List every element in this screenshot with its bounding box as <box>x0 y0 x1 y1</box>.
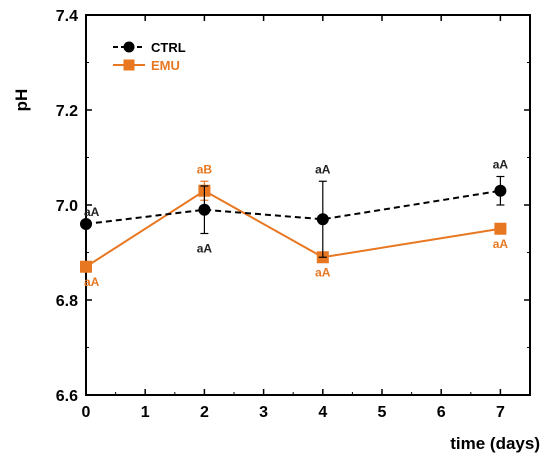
x-tick-label: 3 <box>259 404 268 421</box>
significance-label: aA <box>84 205 100 219</box>
y-tick-label: 7.0 <box>56 198 78 215</box>
data-point <box>80 218 92 230</box>
data-point <box>80 260 92 273</box>
x-tick-label: 1 <box>141 404 150 421</box>
significance-label: aA <box>493 158 509 172</box>
significance-label: aB <box>197 162 213 176</box>
x-tick-label: 7 <box>496 404 505 421</box>
series-layer: aA aB aA aA aA aA aA aA <box>80 158 508 289</box>
significance-label: aA <box>315 162 331 176</box>
axes: 0 1 2 3 4 5 6 7 6.6 6.8 7.0 7.2 7.4 <box>56 8 531 421</box>
x-tick-label: 6 <box>437 404 446 421</box>
significance-label: aA <box>493 237 509 251</box>
data-point <box>494 184 507 197</box>
y-axis-title: pH <box>12 89 31 112</box>
legend-entry-emu: EMU <box>113 58 180 73</box>
series-line <box>85 189 501 225</box>
y-tick-label: 6.8 <box>56 293 78 310</box>
y-tick-label: 7.4 <box>56 8 78 25</box>
data-point <box>198 203 211 216</box>
y-tick-label: 6.6 <box>56 388 78 405</box>
series-ctrl: aA aA aA aA <box>80 158 508 258</box>
x-tick-label: 5 <box>378 404 387 421</box>
legend-marker <box>123 41 135 53</box>
legend-label: CTRL <box>151 40 186 55</box>
significance-label: aA <box>197 242 213 256</box>
x-tick-label: 2 <box>200 404 209 421</box>
data-point <box>494 222 507 235</box>
x-tick-label: 4 <box>318 404 327 421</box>
series-line <box>85 189 501 268</box>
y-tick-label: 7.2 <box>56 103 78 120</box>
legend-entry-ctrl: CTRL <box>113 40 186 55</box>
significance-label: aA <box>315 265 331 279</box>
legend-marker <box>123 59 135 71</box>
data-point <box>316 213 329 226</box>
series-emu: aA aB aA aA <box>80 162 508 289</box>
significance-label: aA <box>84 275 100 289</box>
legend-label: EMU <box>151 58 180 73</box>
legend: CTRL EMU <box>113 40 186 73</box>
x-tick-label: 0 <box>82 404 91 421</box>
x-axis-title: time (days) <box>450 434 540 453</box>
